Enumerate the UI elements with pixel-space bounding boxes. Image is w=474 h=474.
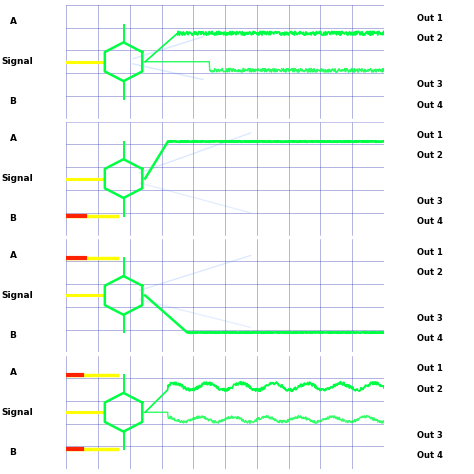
Text: Out 4: Out 4	[417, 451, 443, 460]
Text: Out 1: Out 1	[417, 131, 443, 140]
Text: Out 3: Out 3	[417, 314, 443, 323]
Text: Out 3: Out 3	[417, 430, 443, 439]
Text: Out 1: Out 1	[417, 247, 443, 256]
Text: Out 4: Out 4	[417, 334, 443, 343]
Text: Signal: Signal	[1, 174, 33, 183]
Text: A: A	[9, 134, 17, 143]
Text: Signal: Signal	[1, 408, 33, 417]
Text: Out 1: Out 1	[417, 365, 443, 374]
Text: Out 1: Out 1	[417, 14, 443, 23]
Text: Out 2: Out 2	[417, 151, 443, 160]
Text: Out 2: Out 2	[417, 35, 443, 44]
Text: Out 3: Out 3	[417, 80, 443, 89]
Text: A: A	[9, 18, 17, 27]
Text: Out 2: Out 2	[417, 385, 443, 394]
Text: Out 3: Out 3	[417, 197, 443, 206]
Text: A: A	[9, 368, 17, 377]
Text: A: A	[9, 251, 17, 260]
Text: B: B	[9, 214, 17, 223]
Text: B: B	[9, 447, 17, 456]
Text: Out 4: Out 4	[417, 100, 443, 109]
Text: Out 4: Out 4	[417, 218, 443, 227]
Text: Signal: Signal	[1, 57, 33, 66]
Text: B: B	[9, 97, 17, 106]
Text: B: B	[9, 331, 17, 340]
Text: Signal: Signal	[1, 291, 33, 300]
Text: Out 2: Out 2	[417, 268, 443, 277]
